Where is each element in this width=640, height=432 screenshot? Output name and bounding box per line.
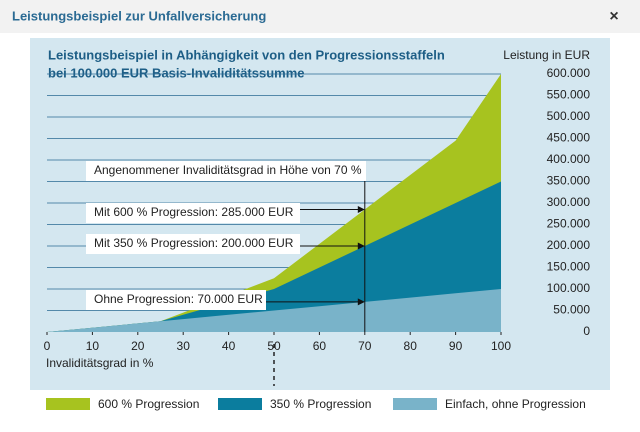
- annotation-box: [86, 203, 300, 223]
- area: [47, 289, 501, 332]
- annotation-arrowhead: [357, 298, 365, 306]
- x-axis-label: Invaliditätsgrad in %: [46, 356, 154, 370]
- annotation-box: [86, 290, 266, 310]
- y-tick-label: 50.000: [553, 303, 590, 317]
- y-tick-label: 100.000: [547, 281, 591, 295]
- legend-swatch: [393, 398, 437, 410]
- y-tick-label: 400.000: [547, 152, 591, 166]
- dialog-title: Leistungsbeispiel zur Unfallversicherung: [12, 8, 266, 23]
- chart-title: bei 100.000 EUR Basis-Invaliditätssumme: [48, 65, 305, 80]
- x-tick-label: 30: [177, 339, 191, 353]
- y-axis-label: Leistung in EUR: [503, 48, 590, 62]
- y-tick-label: 300.000: [547, 195, 591, 209]
- annotation: Mit 350 % Progression: 200.000 EUR: [94, 236, 294, 250]
- legend-label: 600 % Progression: [98, 397, 199, 411]
- y-tick-label: 150.000: [547, 260, 591, 274]
- y-tick-label: 550.000: [547, 88, 591, 102]
- annotation-box: [86, 161, 366, 181]
- annotation: Angenommener Invaliditätsgrad in Höhe vo…: [94, 163, 362, 177]
- area: [47, 181, 501, 332]
- y-tick-label: 200.000: [547, 238, 591, 252]
- x-tick-label: 10: [86, 339, 100, 353]
- x-tick-label: 70: [358, 339, 372, 353]
- dialog-header: [0, 0, 640, 33]
- legend-swatch: [218, 398, 262, 410]
- y-tick-label: 0: [583, 324, 590, 338]
- x-tick-label: 50: [267, 339, 281, 353]
- annotation-box: [86, 234, 300, 254]
- y-tick-label: 600.000: [547, 66, 591, 80]
- y-tick-label: 450.000: [547, 131, 591, 145]
- annotation-arrowhead: [357, 242, 365, 250]
- legend-label: Einfach, ohne Progression: [445, 397, 586, 411]
- annotation: Ohne Progression: 70.000 EUR: [94, 292, 263, 306]
- legend-label: 350 % Progression: [270, 397, 371, 411]
- legend-swatch: [46, 398, 90, 410]
- annotation: Mit 600 % Progression: 285.000 EUR: [94, 205, 294, 219]
- annotation-arrowhead: [357, 205, 365, 213]
- close-button[interactable]: ×: [609, 8, 618, 25]
- x-tick-label: 90: [449, 339, 463, 353]
- y-tick-label: 250.000: [547, 217, 591, 231]
- x-tick-label: 0: [44, 339, 51, 353]
- y-tick-label: 500.000: [547, 109, 591, 123]
- y-tick-label: 350.000: [547, 174, 591, 188]
- x-tick-label: 40: [222, 339, 236, 353]
- x-tick-label: 20: [131, 339, 145, 353]
- x-tick-label: 80: [404, 339, 418, 353]
- x-tick-label: 60: [313, 339, 327, 353]
- x-tick-label: 100: [491, 339, 511, 353]
- chart-title: Leistungsbeispiel in Abhängigkeit von de…: [48, 47, 445, 62]
